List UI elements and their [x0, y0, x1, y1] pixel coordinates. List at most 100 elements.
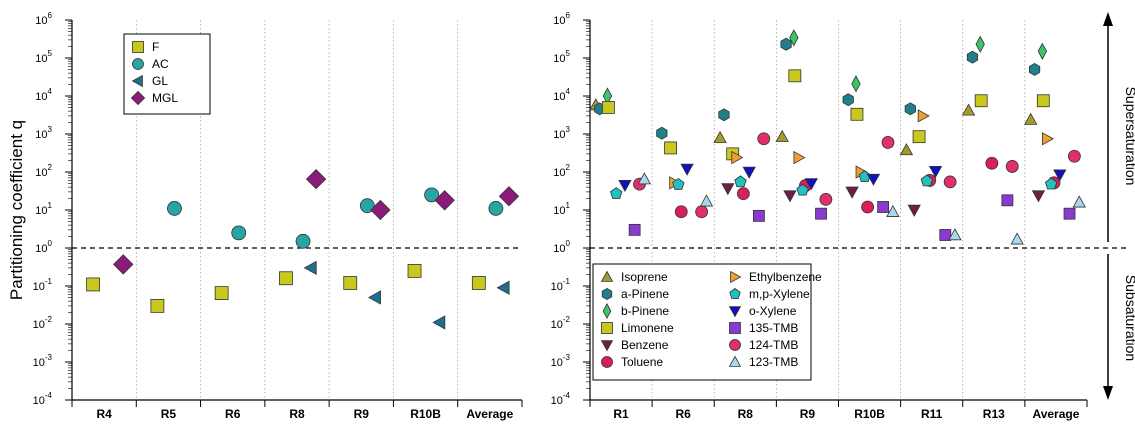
- legend-marker: [601, 356, 613, 368]
- data-point: [819, 193, 833, 206]
- data-point: [628, 223, 641, 236]
- subsaturation-label: Subsaturation: [1123, 275, 1135, 361]
- series-135-TMB: [628, 194, 1076, 241]
- data-point: [295, 233, 311, 249]
- y-tick-base: 10: [553, 53, 565, 65]
- x-tick-label: R1: [613, 407, 629, 421]
- x-tick-label: R6: [225, 407, 241, 421]
- y-tick-exp: 3: [48, 125, 53, 134]
- y-axis-label: Partitioning coefficient q: [7, 120, 26, 300]
- legend-marker: [729, 288, 741, 299]
- legend-label: AC: [152, 57, 169, 71]
- y-tick-base: 10: [33, 319, 45, 331]
- y-tick-label: 106: [35, 11, 52, 27]
- y-tick-label: 10-2: [33, 315, 53, 331]
- data-point: [167, 201, 182, 216]
- series-Toluene: [674, 156, 1061, 219]
- data-point: [359, 198, 375, 214]
- data-point: [788, 69, 802, 83]
- legend-marker: [132, 41, 144, 53]
- legend: F AC GL MGL: [123, 33, 211, 115]
- y-tick-base: 10: [35, 205, 47, 217]
- legend-marker: [132, 58, 144, 70]
- y-tick-base: 10: [33, 357, 45, 369]
- y-tick-exp: -3: [563, 353, 571, 362]
- data-point: [1063, 207, 1076, 220]
- data-point: [1053, 169, 1067, 182]
- data-point: [1067, 149, 1081, 163]
- y-tick-label: 100: [35, 239, 52, 255]
- y-tick-exp: 6: [566, 11, 571, 20]
- data-point: [618, 179, 632, 193]
- data-point: [757, 132, 771, 146]
- data-point: [939, 229, 952, 241]
- legend-label: MGL: [152, 91, 178, 105]
- y-tick-label: 10-3: [33, 353, 53, 369]
- x-tick-label: R10B: [854, 407, 885, 421]
- legend-label: 123-TMB: [749, 355, 798, 369]
- data-point: [731, 150, 744, 165]
- data-point: [1005, 160, 1019, 173]
- y-tick-exp: -4: [45, 391, 53, 400]
- data-point: [943, 175, 957, 189]
- y-tick-exp: 1: [566, 201, 571, 210]
- legend-label: a-Pinene: [621, 287, 669, 301]
- data-point: [783, 190, 797, 203]
- data-point: [370, 199, 391, 221]
- data-point: [150, 298, 165, 313]
- legend-label: F: [152, 40, 159, 54]
- data-point: [948, 228, 962, 241]
- data-point: [815, 207, 827, 220]
- y-tick-base: 10: [553, 129, 565, 141]
- x-tick-label: Average: [1032, 407, 1079, 421]
- legend-label: o-Xylene: [749, 304, 797, 318]
- data-point: [877, 201, 890, 213]
- y-tick-base: 10: [35, 53, 47, 65]
- y-tick-label: 105: [553, 49, 570, 65]
- legend-label: Toluene: [621, 355, 663, 369]
- data-point: [742, 166, 756, 179]
- legend-marker: [730, 270, 742, 284]
- y-tick-label: 106: [553, 11, 570, 27]
- series-Benzene: [721, 183, 1046, 217]
- y-tick-label: 100: [553, 239, 570, 255]
- y-tick-label: 10-4: [33, 391, 53, 407]
- data-point: [721, 183, 735, 196]
- y-tick-exp: 2: [566, 163, 571, 172]
- data-point: [793, 150, 806, 165]
- legend-marker: [600, 270, 614, 282]
- y-tick-exp: -2: [563, 315, 571, 324]
- y-tick-base: 10: [551, 357, 563, 369]
- data-point: [861, 200, 875, 214]
- legend-marker: [130, 90, 146, 106]
- legend-label: 124-TMB: [749, 338, 798, 352]
- y-tick-exp: 6: [48, 11, 53, 20]
- data-point: [753, 209, 765, 222]
- y-tick-base: 10: [553, 205, 565, 217]
- data-point: [928, 165, 943, 179]
- y-tick-base: 10: [551, 319, 563, 331]
- y-tick-exp: 2: [48, 163, 53, 172]
- data-point: [407, 263, 422, 278]
- saturation-annotation: Supersaturation Subsaturation: [1103, 12, 1135, 400]
- data-point: [434, 190, 455, 211]
- data-point: [488, 201, 504, 216]
- data-point: [656, 126, 668, 140]
- data-point: [674, 205, 688, 219]
- supersaturation-arrow-head: [1103, 12, 1113, 26]
- data-point: [498, 186, 520, 207]
- legend-marker: [602, 303, 612, 319]
- y-tick-exp: 4: [48, 87, 53, 96]
- data-point: [368, 290, 381, 305]
- data-point: [886, 204, 900, 217]
- data-point: [1028, 62, 1041, 76]
- legend-label: b-Pinene: [621, 304, 669, 318]
- legend-label: Isoprene: [621, 270, 668, 284]
- y-tick-exp: -1: [45, 277, 53, 286]
- legend-label: Benzene: [621, 338, 669, 352]
- data-point: [904, 102, 916, 116]
- series-a-Pinene: [594, 37, 1041, 140]
- y-tick-exp: 5: [566, 49, 571, 58]
- y-tick-base: 10: [35, 167, 47, 179]
- data-point: [917, 109, 930, 123]
